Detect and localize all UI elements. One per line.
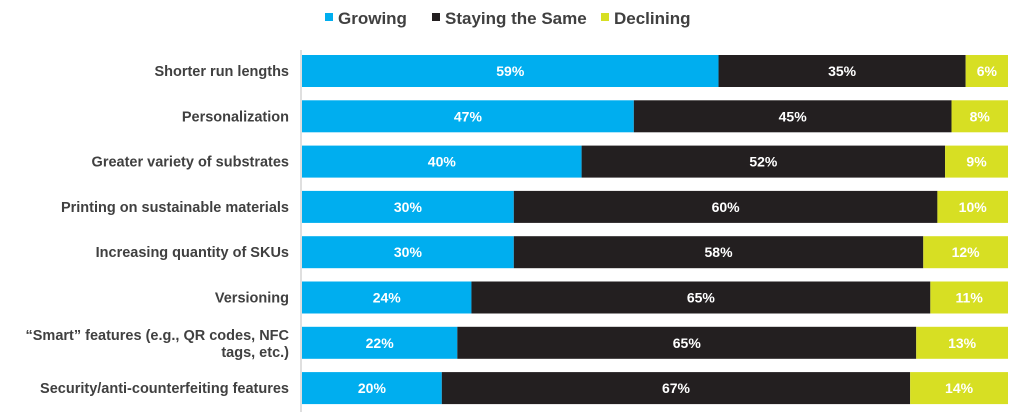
value-label-growing-1: 59% xyxy=(496,63,525,79)
value-label-declining-6: 11% xyxy=(956,290,984,306)
value-label-declining-7: 13% xyxy=(948,335,977,351)
value-label-growing-3: 40% xyxy=(428,154,457,170)
value-label-staying-the-same-5: 58% xyxy=(705,244,734,260)
category-label-security-anti-counterfeiting-features: Security/anti-counterfeiting features xyxy=(40,381,289,397)
category-label-increasing-quantity-of-skus: Increasing quantity of SKUs xyxy=(96,245,289,261)
bar-declining-2 xyxy=(951,100,1008,133)
value-label-declining-8: 14% xyxy=(945,380,974,396)
bar-declining-5 xyxy=(923,236,1008,269)
bar-staying-the-same-4 xyxy=(513,190,938,223)
category-label-smart-features-e-g-qr-codes-nfc-tags-etc: “Smart” features (e.g., QR codes, NFC tag… xyxy=(26,328,290,361)
bar-staying-the-same-7 xyxy=(457,326,917,359)
legend-swatch-growing xyxy=(325,13,333,21)
bar-staying-the-same-1 xyxy=(718,55,966,87)
bar-staying-the-same-5 xyxy=(513,236,924,269)
legend: Growing Staying the Same Declining xyxy=(325,9,691,28)
value-label-staying-the-same-7: 65% xyxy=(673,335,702,351)
value-label-staying-the-same-3: 52% xyxy=(749,154,778,170)
bar-staying-the-same-2 xyxy=(633,100,952,133)
category-label-printing-on-sustainable-materials: Printing on sustainable materials xyxy=(61,200,289,216)
bar-declining-7 xyxy=(916,326,1008,359)
bar-growing-2 xyxy=(302,100,634,133)
category-label-versioning: Versioning xyxy=(215,291,289,307)
category-label-greater-variety-of-substrates: Greater variety of substrates xyxy=(92,155,289,171)
value-label-growing-6: 24% xyxy=(373,290,402,306)
bar-growing-7 xyxy=(302,326,458,359)
bar-staying-the-same-6 xyxy=(471,281,931,314)
bar-growing-5 xyxy=(302,236,514,269)
bar-staying-the-same-3 xyxy=(581,145,946,178)
bar-declining-8 xyxy=(910,372,1008,405)
value-label-declining-5: 12% xyxy=(952,244,981,260)
bar-staying-the-same-8 xyxy=(441,372,911,405)
value-label-staying-the-same-1: 35% xyxy=(828,63,857,79)
value-label-growing-4: 30% xyxy=(394,199,423,215)
bar-growing-4 xyxy=(302,190,514,223)
bar-growing-8 xyxy=(302,372,442,405)
bar-declining-6 xyxy=(930,281,1008,314)
bar-growing-1 xyxy=(302,55,719,87)
legend-label-staying-the-same: Staying the Same xyxy=(445,9,587,28)
legend-swatch-staying-the-same xyxy=(432,13,440,21)
category-label-personalization: Personalization xyxy=(182,109,289,125)
bar-growing-3 xyxy=(302,145,582,178)
category-labels: Shorter run lengths Personalization Greate… xyxy=(26,64,290,397)
value-label-growing-2: 47% xyxy=(454,108,483,124)
value-label-declining-4: 10% xyxy=(959,199,988,215)
bar-declining-1 xyxy=(965,55,1008,87)
value-label-staying-the-same-8: 67% xyxy=(662,380,691,396)
value-label-declining-3: 9% xyxy=(966,154,987,170)
bar-declining-3 xyxy=(945,145,1008,178)
value-label-staying-the-same-6: 65% xyxy=(687,290,716,306)
bar-declining-4 xyxy=(937,190,1008,223)
bars: 59% 35% 6% 47% 45% 8% 40% 52% 9% 30% 60% 10% 30% 58% 1… xyxy=(302,55,1008,405)
legend-label-declining: Declining xyxy=(614,9,691,28)
bar-growing-6 xyxy=(302,281,472,314)
value-label-growing-7: 22% xyxy=(366,335,395,351)
legend-swatch-declining xyxy=(601,13,609,21)
legend-label-growing: Growing xyxy=(338,9,407,28)
value-label-growing-5: 30% xyxy=(394,244,423,260)
value-label-growing-8: 20% xyxy=(358,380,387,396)
category-label-shorter-run-lengths: Shorter run lengths xyxy=(154,64,289,80)
value-label-declining-1: 6% xyxy=(977,63,998,79)
value-label-declining-2: 8% xyxy=(970,108,991,124)
value-label-staying-the-same-4: 60% xyxy=(712,199,741,215)
value-label-staying-the-same-2: 45% xyxy=(779,108,808,124)
